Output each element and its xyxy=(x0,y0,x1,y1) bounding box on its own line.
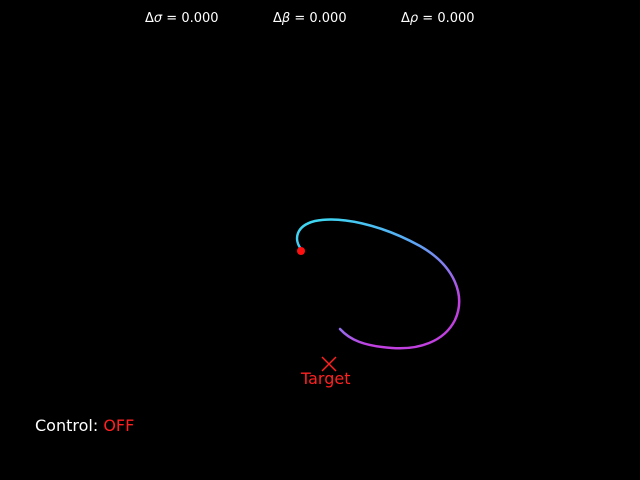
delta-rho-readout: Δρ = 0.000 xyxy=(401,11,475,26)
delta-rho-symbol: ρ xyxy=(409,11,419,26)
control-state[interactable]: OFF xyxy=(103,416,135,435)
delta-rho-value: 0.000 xyxy=(437,11,475,26)
delta-beta-symbol: β xyxy=(281,11,291,26)
delta-beta-value: 0.000 xyxy=(309,11,347,26)
delta-beta-readout: Δβ = 0.000 xyxy=(273,11,347,26)
delta-sigma-value: 0.000 xyxy=(181,11,219,26)
delta-sigma-symbol: σ xyxy=(153,11,163,26)
control-label: Control: xyxy=(35,416,99,435)
delta-beta-prefix: Δ xyxy=(273,11,282,26)
current-state-marker xyxy=(297,247,305,255)
trajectory-trail xyxy=(295,218,461,350)
delta-sigma-prefix: Δ xyxy=(145,11,154,26)
target-label: Target xyxy=(301,369,351,388)
target-cross-icon xyxy=(321,356,337,372)
delta-rho-prefix: Δ xyxy=(401,11,410,26)
delta-sigma-readout: Δσ = 0.000 xyxy=(145,11,219,26)
control-status: Control: OFF xyxy=(35,416,134,435)
